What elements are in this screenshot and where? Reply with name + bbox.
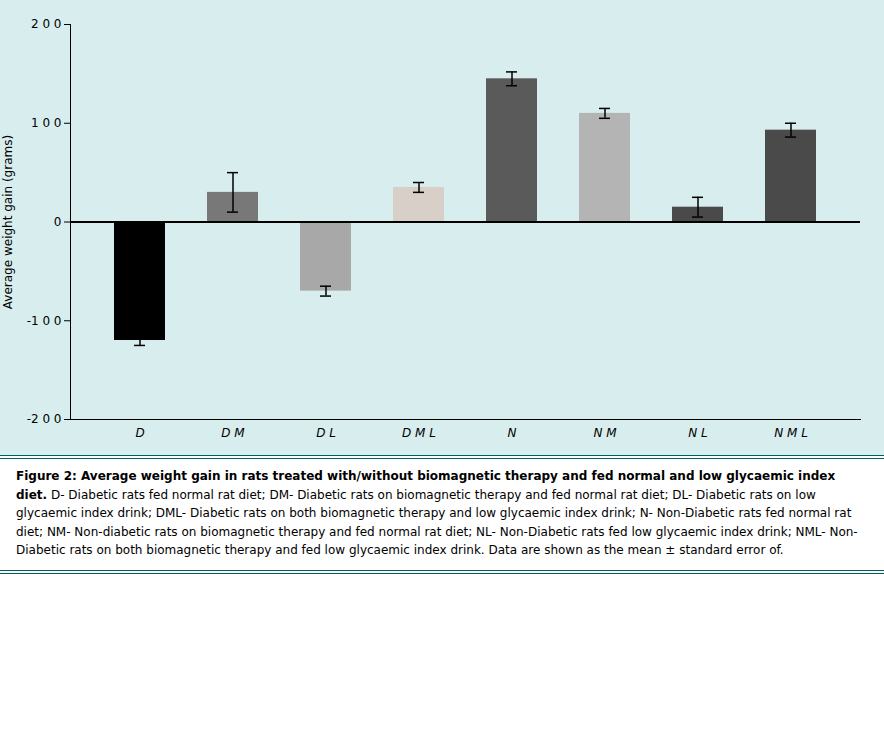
svg-text:0: 0 bbox=[54, 215, 62, 229]
html-text:Figure 2: Average weight gain: Figure 2: Average weight gain in rats tr… bbox=[16, 469, 858, 558]
svg-text:Average weight gain (grams): Average weight gain (grams) bbox=[1, 135, 15, 309]
svg-text:D M: D M bbox=[221, 426, 245, 440]
svg-text:N: N bbox=[508, 426, 517, 440]
svg-text:1 0 0: 1 0 0 bbox=[31, 116, 62, 130]
svg-text:D L: D L bbox=[316, 426, 336, 440]
svg-text:2 0 0: 2 0 0 bbox=[31, 17, 62, 31]
svg-text:D M L: D M L bbox=[402, 426, 436, 440]
svg-text:N L: N L bbox=[688, 426, 707, 440]
svg-text:-2 0 0: -2 0 0 bbox=[27, 412, 62, 426]
svg-text:N M L: N M L bbox=[774, 426, 808, 440]
svg-text:D: D bbox=[135, 426, 144, 440]
svg-text:-1 0 0: -1 0 0 bbox=[27, 314, 62, 328]
svg-text:N M: N M bbox=[593, 426, 617, 440]
